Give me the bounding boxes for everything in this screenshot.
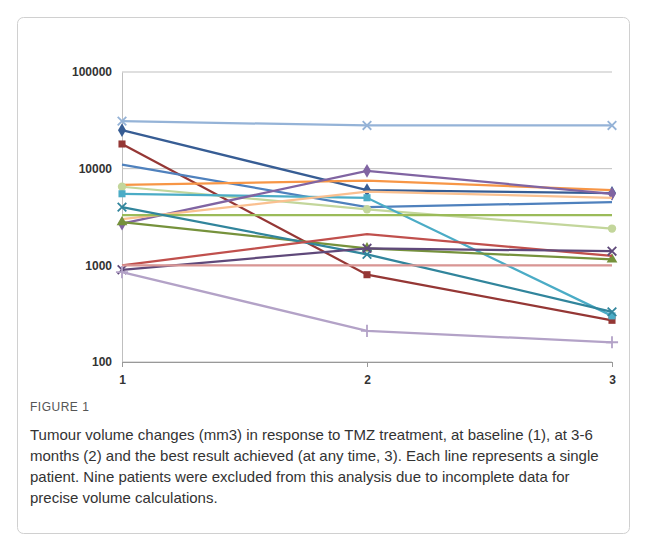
series-line	[122, 214, 612, 216]
series-marker	[116, 266, 128, 278]
series-marker	[118, 183, 126, 191]
x-tick-label: 3	[609, 373, 616, 387]
series-marker	[363, 121, 372, 130]
series-line	[122, 144, 612, 320]
plot-area	[116, 117, 618, 348]
y-tick-label: 1000	[85, 259, 112, 273]
series-marker	[363, 194, 370, 201]
series-marker	[363, 244, 372, 253]
y-tick: 100000	[72, 65, 122, 79]
series-marker	[608, 308, 617, 317]
y-tick-label: 100000	[72, 65, 112, 79]
caption-text: Tumour volume changes (mm3) in response …	[30, 424, 615, 508]
series-line	[122, 264, 612, 266]
y-tick: 10000	[79, 162, 122, 176]
x-axis: 1 2 3	[119, 362, 616, 387]
series-marker	[606, 336, 618, 348]
series-marker	[608, 121, 617, 130]
grid-line	[122, 265, 612, 266]
caption-label: FIGURE 1	[30, 400, 89, 414]
series-line	[122, 171, 612, 224]
y-tick: 1000	[85, 259, 122, 273]
series-marker	[608, 247, 617, 256]
x-tick: 1	[119, 362, 126, 387]
series-line	[122, 222, 612, 259]
y-axis: 100 1000 10000 100000	[72, 65, 123, 369]
figure-frame	[18, 18, 630, 534]
series-line	[122, 192, 612, 220]
x-tick: 3	[609, 362, 616, 387]
series-marker	[363, 164, 371, 178]
x-tick-mark	[612, 362, 613, 367]
y-tick-label: 10000	[79, 162, 113, 176]
series-marker	[608, 224, 616, 232]
series-line	[122, 181, 612, 190]
x-tick-mark	[367, 362, 368, 367]
y-tick-label: 100	[92, 355, 112, 369]
series-marker	[118, 123, 126, 137]
x-tick: 2	[364, 362, 371, 387]
series-marker	[361, 325, 373, 337]
y-tick: 100	[92, 355, 122, 369]
series-line	[122, 248, 612, 269]
series-marker	[118, 140, 125, 147]
series-marker	[118, 203, 127, 212]
x-tick-label: 1	[119, 373, 126, 387]
grid-line	[122, 72, 612, 73]
series-line	[122, 272, 612, 342]
series-line	[122, 207, 612, 312]
series-line	[122, 194, 612, 316]
x-tick-mark	[122, 362, 123, 367]
series-marker	[117, 216, 128, 225]
series-marker	[363, 205, 371, 213]
x-tick-label: 2	[364, 373, 371, 387]
series-marker	[118, 190, 125, 197]
series-marker	[363, 271, 370, 278]
grid	[122, 72, 612, 362]
